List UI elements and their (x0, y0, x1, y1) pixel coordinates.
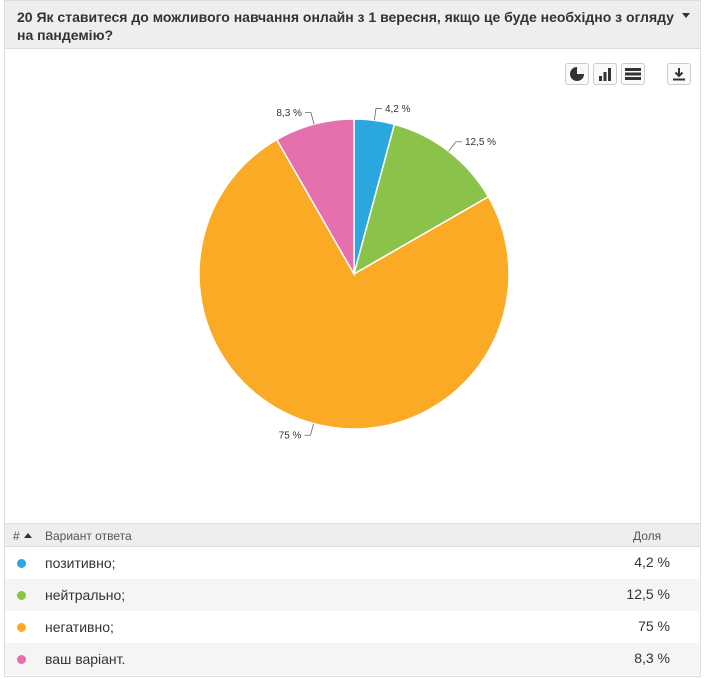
answer-label: негативно; (45, 619, 114, 635)
question-title: 20 Як ставитеся до можливого навчання он… (17, 9, 674, 43)
collapse-caret-icon[interactable] (682, 13, 690, 18)
label-connector (448, 141, 462, 152)
legend-dot (17, 655, 26, 664)
answer-share: 75 % (638, 618, 670, 634)
column-share-header: Доля (633, 529, 662, 543)
slice-data-label: 4,2 % (385, 104, 411, 115)
table-view-button[interactable] (621, 63, 645, 85)
legend-dot (17, 591, 26, 600)
table-header: # Вариант ответа Доля (5, 523, 700, 547)
slice-data-label: 12,5 % (465, 137, 496, 148)
question-panel: 20 Як ставитеся до можливого навчання он… (4, 0, 701, 677)
bar-chart-button[interactable] (593, 63, 617, 85)
table-view-icon (625, 68, 641, 80)
bar-chart-icon (599, 68, 611, 81)
answer-label: ваш варіант. (45, 651, 126, 667)
answer-share: 4,2 % (634, 554, 670, 570)
question-header[interactable]: 20 Як ставитеся до можливого навчання он… (5, 1, 700, 49)
column-variant-header: Вариант ответа (45, 529, 132, 543)
table-row: негативно; 75 % (5, 611, 700, 643)
legend-dot (17, 623, 26, 632)
slice-data-label: 75 % (279, 431, 302, 442)
pie-slice[interactable] (198, 138, 510, 430)
table-row: ваш варіант. 8,3 % (5, 643, 700, 675)
label-connector (304, 423, 314, 436)
table-row: нейтрально; 12,5 % (5, 579, 700, 611)
answer-label: нейтрально; (45, 587, 126, 603)
pie-chart: 4,2 % 12,5 % 75 % 8,3 % (198, 104, 510, 442)
download-button[interactable] (667, 63, 691, 85)
chart-area: 4,2 % 12,5 % 75 % 8,3 % (5, 49, 700, 523)
download-icon (673, 68, 685, 81)
label-connector (373, 108, 382, 121)
answer-label: позитивно; (45, 555, 116, 571)
label-connector (304, 112, 315, 125)
answer-share: 12,5 % (626, 586, 670, 602)
slice-data-label: 8,3 % (276, 108, 302, 119)
table-row: позитивно; 4,2 % (5, 547, 700, 579)
pie-chart-button[interactable] (565, 63, 589, 85)
pie-chart-icon (570, 67, 584, 81)
answer-share: 8,3 % (634, 650, 670, 666)
legend-dot (17, 559, 26, 568)
column-number-header[interactable]: # (13, 529, 32, 543)
sort-asc-icon[interactable] (23, 533, 32, 538)
answers-table: # Вариант ответа Доля позитивно; 4,2 % н… (5, 523, 700, 675)
